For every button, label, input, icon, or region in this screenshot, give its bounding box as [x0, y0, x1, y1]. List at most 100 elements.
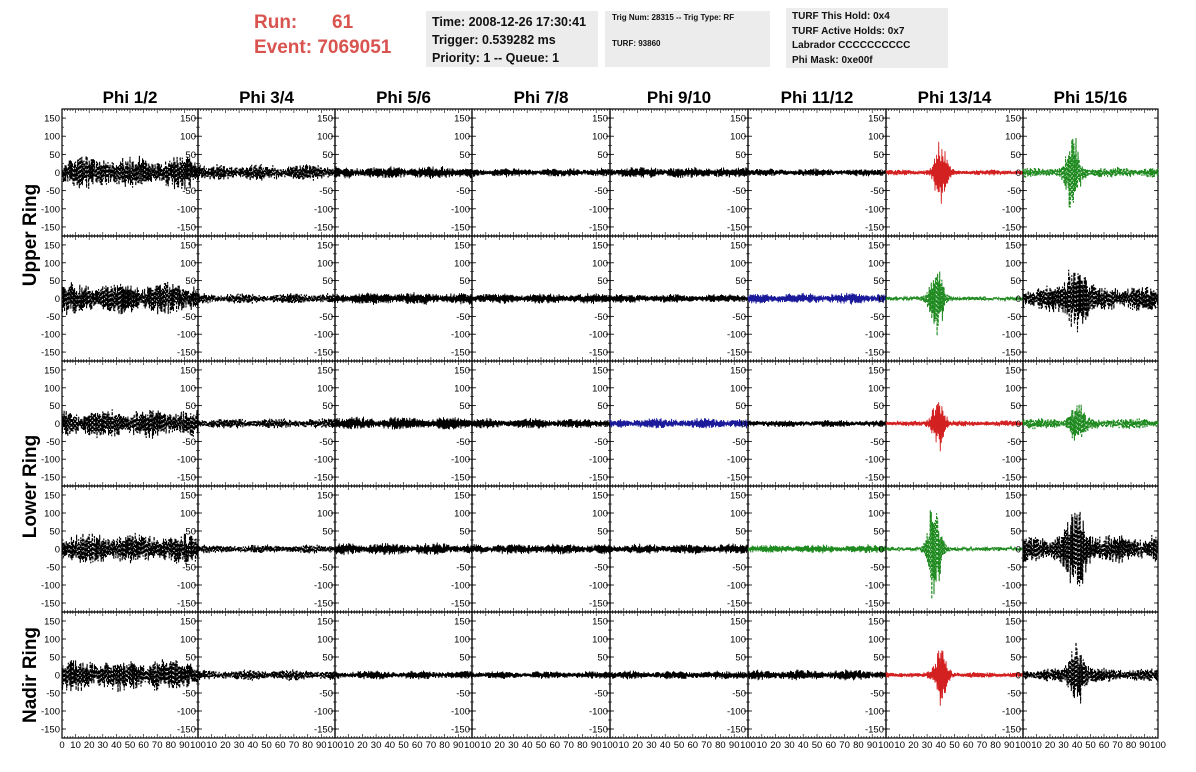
y-tick-label: 100 — [44, 258, 60, 269]
run-value: 61 — [332, 12, 354, 33]
y-tick-label: -50 — [732, 186, 746, 197]
y-tick-label: -150 — [1002, 222, 1021, 233]
turf-hold-text: TURF This Hold: 0x4 — [792, 11, 890, 22]
y-tick-label: -150 — [451, 473, 470, 484]
y-tick-label: -150 — [451, 599, 470, 610]
waveform-r3-c3 — [334, 416, 473, 430]
y-tick-label: -50 — [1007, 437, 1021, 448]
y-tick-label: -100 — [727, 581, 746, 592]
y-tick-label: -100 — [451, 330, 470, 341]
waveform-r2-c2 — [197, 293, 336, 305]
y-tick-label: -150 — [41, 348, 60, 359]
ring-label-3: Nadir Ring — [20, 627, 41, 723]
y-tick-label: 50 — [597, 401, 608, 412]
y-tick-label: -150 — [589, 222, 608, 233]
y-tick-label: -150 — [314, 473, 333, 484]
trigger-text: Trigger: 0.539282 ms — [432, 33, 556, 47]
y-tick-label: -150 — [727, 348, 746, 359]
y-tick-label: -100 — [1002, 455, 1021, 466]
y-tick-label: 0 — [328, 545, 333, 556]
phi-mask-text: Phi Mask: 0xe00f — [792, 54, 873, 66]
y-tick-label: -50 — [182, 563, 196, 574]
column-header-1: Phi 1/2 — [103, 88, 158, 107]
y-tick-label: 0 — [328, 419, 333, 430]
event-value: 7069051 — [317, 37, 392, 58]
y-tick-label: -150 — [41, 473, 60, 484]
y-tick-label: -50 — [594, 186, 608, 197]
y-tick-label: 150 — [868, 365, 884, 376]
column-header-7: Phi 13/14 — [918, 88, 992, 107]
y-tick-label: 0 — [55, 168, 60, 179]
y-tick-label: 100 — [730, 132, 746, 143]
y-tick-label: -150 — [727, 222, 746, 233]
y-tick-label: -50 — [456, 437, 470, 448]
y-tick-label: -50 — [319, 437, 333, 448]
waveform-r2-c5 — [609, 293, 749, 304]
y-tick-label: 50 — [735, 276, 746, 287]
y-tick-label: 150 — [180, 365, 196, 376]
y-tick-label: -50 — [594, 563, 608, 574]
y-tick-label: -150 — [865, 473, 884, 484]
y-tick-label: 150 — [1005, 365, 1021, 376]
waveform-r3-c6 — [747, 420, 887, 428]
y-tick-label: -50 — [182, 437, 196, 448]
y-tick-label: -100 — [865, 204, 884, 215]
trig-num-text: Trig Num: 28315 -- Trig Type: RF — [612, 13, 735, 22]
y-tick-label: -150 — [727, 599, 746, 610]
waveform-r4-c5 — [609, 543, 749, 555]
waveform-r4-c3 — [334, 542, 473, 556]
y-tick-label: 100 — [730, 258, 746, 269]
y-tick-label: -150 — [177, 473, 196, 484]
y-tick-label: 50 — [185, 276, 196, 287]
y-tick-label: -100 — [589, 330, 608, 341]
y-tick-label: -50 — [319, 563, 333, 574]
y-tick-label: 0 — [55, 294, 60, 305]
y-tick-label: 150 — [454, 114, 470, 125]
waveform-r2-c8 — [1022, 269, 1159, 333]
y-tick-label: -50 — [732, 563, 746, 574]
y-tick-label: 100 — [592, 509, 608, 520]
y-tick-label: 150 — [180, 240, 196, 251]
y-tick-label: -50 — [1007, 186, 1021, 197]
y-tick-label: -150 — [865, 222, 884, 233]
y-tick-label: -100 — [314, 455, 333, 466]
y-tick-label: -100 — [314, 204, 333, 215]
y-tick-label: -100 — [314, 330, 333, 341]
y-tick-label: 150 — [44, 114, 60, 125]
y-tick-label: -100 — [865, 581, 884, 592]
waveform-r3-c8 — [1022, 404, 1159, 441]
y-tick-label: 50 — [459, 276, 470, 287]
y-tick-label: -100 — [41, 455, 60, 466]
y-tick-label: 150 — [44, 365, 60, 376]
waveform-r3-c5 — [609, 418, 749, 429]
y-tick-label: -100 — [314, 581, 333, 592]
y-tick-label: 50 — [49, 150, 60, 161]
y-tick-label: -150 — [177, 348, 196, 359]
y-tick-label: -50 — [870, 563, 884, 574]
waveform-r1-c3 — [334, 166, 473, 180]
y-tick-label: -150 — [177, 222, 196, 233]
y-tick-label: 150 — [317, 114, 333, 125]
y-tick-label: -50 — [456, 563, 470, 574]
y-tick-label: 0 — [741, 168, 746, 179]
y-tick-label: -50 — [319, 312, 333, 323]
y-tick-label: -50 — [594, 312, 608, 323]
y-tick-label: 50 — [459, 401, 470, 412]
y-tick-label: -50 — [456, 312, 470, 323]
y-tick-label: -150 — [41, 222, 60, 233]
y-tick-label: 150 — [1005, 491, 1021, 502]
y-tick-label: 0 — [1016, 294, 1021, 305]
waveform-r4-c6 — [747, 544, 887, 554]
time-info-box: Time: 2008-12-26 17:30:41 Trigger: 0.539… — [426, 11, 598, 67]
y-tick-label: 50 — [1010, 527, 1021, 538]
y-tick-label: 150 — [317, 365, 333, 376]
y-tick-label: 100 — [454, 258, 470, 269]
y-tick-label: 100 — [180, 383, 196, 394]
y-tick-label: 50 — [735, 401, 746, 412]
y-tick-label: 100 — [868, 258, 884, 269]
y-tick-label: 150 — [868, 114, 884, 125]
y-tick-label: 100 — [868, 383, 884, 394]
y-tick-label: 100 — [317, 132, 333, 143]
waveform-r1-c7 — [885, 141, 1024, 204]
y-tick-label: -100 — [589, 204, 608, 215]
